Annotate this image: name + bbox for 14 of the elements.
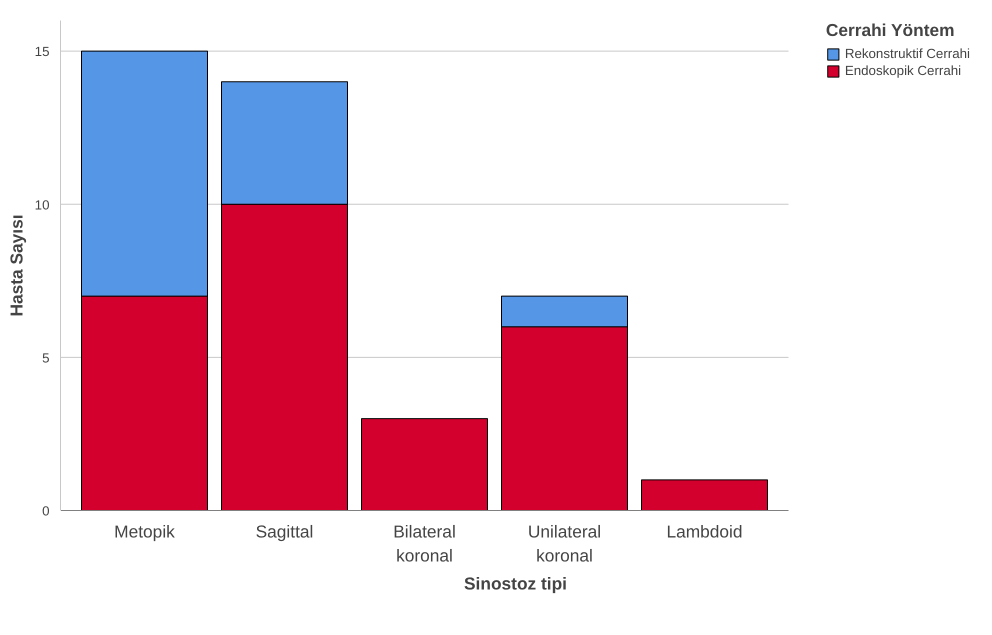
y-tick-label: 0: [42, 504, 50, 518]
x-tick-label: Metopik: [114, 522, 176, 542]
y-axis-title: Hasta Sayısı: [6, 214, 27, 317]
legend-title: Cerrahi Yöntem: [826, 20, 956, 41]
x-tick-label: Sagittal: [256, 522, 314, 542]
legend-label: Endoskopik Cerrahi: [844, 63, 962, 78]
y-tick-label: 10: [34, 197, 50, 212]
x-tick-label: Bilateral koronal: [393, 522, 456, 566]
x-tick-label: Lambdoid: [666, 522, 743, 542]
y-tick-label: 5: [42, 350, 50, 366]
x-axis-title: Sinostoz tipi: [464, 574, 567, 594]
legend-label: Rekonstruktif Cerrahi: [844, 46, 970, 61]
x-tick-label: Unilateral koronal: [528, 522, 602, 566]
y-tick-label: 15: [34, 44, 50, 60]
